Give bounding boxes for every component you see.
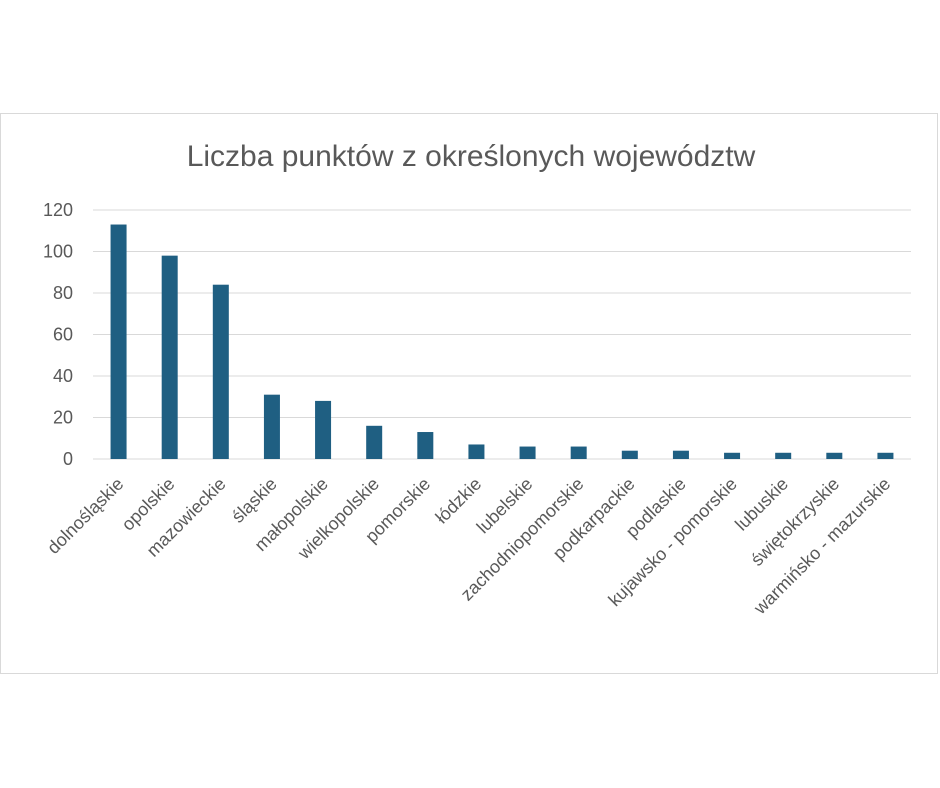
bar xyxy=(877,452,894,459)
bar xyxy=(468,444,485,459)
y-tick-label: 100 xyxy=(43,242,73,262)
chart-frame: Liczba punktów z określonych województw … xyxy=(0,113,938,674)
bar xyxy=(212,284,229,459)
y-axis-ticks: 0 20 40 60 80 100 120 xyxy=(43,200,73,469)
bar xyxy=(621,450,638,459)
gridlines xyxy=(93,209,911,460)
bar xyxy=(775,452,792,459)
y-tick-label: 80 xyxy=(53,283,73,303)
chart-title: Liczba punktów z określonych województw xyxy=(187,140,756,173)
y-tick-label: 120 xyxy=(43,200,73,220)
bar xyxy=(417,432,434,459)
y-tick-label: 40 xyxy=(53,366,73,386)
x-category-label: świętokrzyskie xyxy=(747,474,843,570)
bar xyxy=(519,446,536,459)
bar xyxy=(826,452,843,459)
bar xyxy=(110,224,127,459)
bar xyxy=(263,394,280,459)
bar xyxy=(366,425,383,459)
y-tick-label: 20 xyxy=(53,408,73,428)
bar xyxy=(161,255,178,459)
y-tick-label: 0 xyxy=(63,449,73,469)
x-axis-category-labels: dolnośląskieopolskiemazowieckieśląskiema… xyxy=(43,474,894,619)
bar xyxy=(570,446,587,459)
bar xyxy=(672,450,689,459)
bar-chart: Liczba punktów z określonych województw … xyxy=(43,140,911,619)
y-tick-label: 60 xyxy=(53,325,73,345)
x-category-label: dolnośląskie xyxy=(43,474,127,558)
bars xyxy=(110,224,894,459)
bar xyxy=(724,452,741,459)
bar xyxy=(315,400,332,459)
